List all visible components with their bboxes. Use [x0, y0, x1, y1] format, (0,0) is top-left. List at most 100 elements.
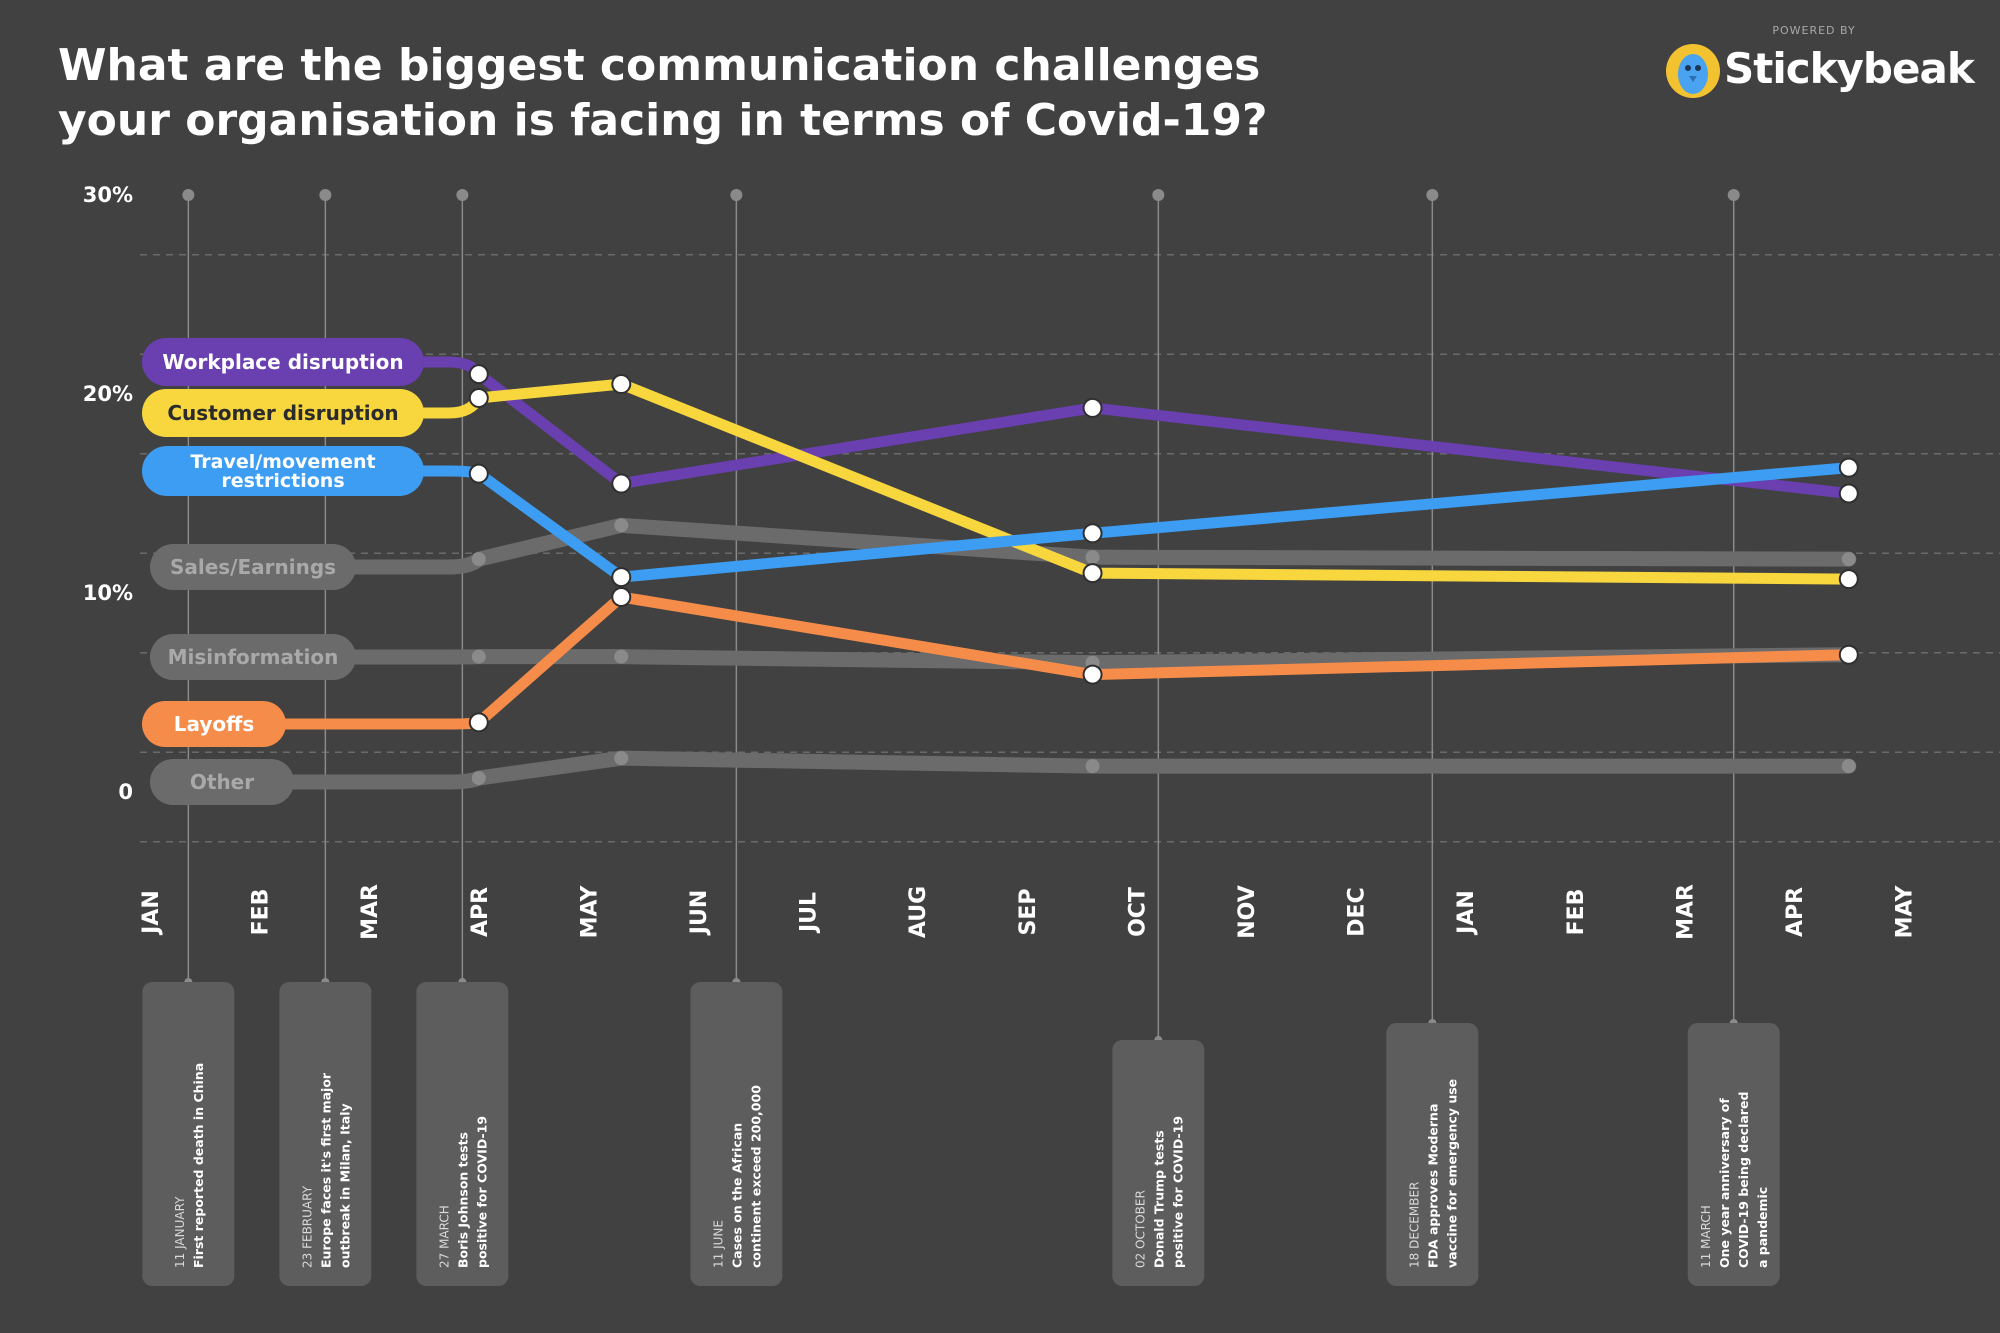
series-label-pill [150, 634, 356, 680]
series-misinformation: Misinformation [150, 634, 1857, 680]
event-box [1112, 1040, 1205, 1286]
series-label-pill [142, 446, 424, 496]
x-tick-label: MAR [1673, 884, 1698, 940]
x-tick-label: FEB [1564, 889, 1589, 936]
y-tick-label: 0 [118, 780, 133, 804]
series-label: Layoffs [174, 712, 255, 736]
event-callout: 11 JANUARY First reported death in China [142, 189, 235, 1286]
event-date: 27 MARCH [437, 1205, 451, 1268]
data-point [1841, 759, 1856, 774]
series-label-pill [142, 701, 286, 747]
event-date: 11 JUNE [711, 1220, 725, 1268]
data-point [614, 751, 629, 766]
x-tick-label: SEP [1016, 889, 1041, 936]
series-label: restrictions [221, 470, 344, 492]
event-text: outbreak in Milan, Italy [337, 1103, 352, 1268]
x-tick-label: APR [1783, 887, 1808, 937]
chart-title: What are the biggest communication chall… [58, 40, 1268, 146]
series-line [328, 647, 1857, 671]
data-point [471, 552, 486, 567]
series-line [398, 356, 1855, 499]
data-point [471, 649, 486, 664]
data-point [611, 473, 632, 494]
event-box [279, 982, 372, 1286]
series-label-pill [142, 389, 424, 437]
series-label: Customer disruption [167, 401, 398, 425]
x-tick-label: OCT [1125, 887, 1150, 937]
series-label: Travel/movement [190, 451, 375, 473]
data-point [614, 518, 629, 533]
brand-name: Stickybeak [1724, 44, 1975, 93]
event-box [1687, 1023, 1780, 1286]
series-layoffs: Layoffs [142, 586, 1859, 747]
series-other: Other [150, 750, 1857, 805]
event-dot [456, 189, 469, 201]
event-dot [319, 189, 332, 201]
x-tick-label: JUL [797, 892, 822, 934]
event-text: Boris Johnson tests [455, 1132, 470, 1268]
event-callout: 02 OCTOBER Donald Trump tests positive for… [1112, 189, 1205, 1286]
data-point [1838, 569, 1859, 590]
data-point [1838, 644, 1859, 665]
data-point [1841, 552, 1856, 567]
x-tick-label: APR [468, 887, 493, 937]
data-point [468, 712, 489, 733]
event-dot [182, 189, 195, 201]
x-tick-label: JAN [139, 890, 164, 936]
series-line [266, 750, 1857, 790]
event-date: 18 DECEMBER [1407, 1182, 1421, 1268]
data-point [614, 649, 629, 664]
data-point [1082, 523, 1103, 544]
event-text: vaccine for emergency use [1444, 1079, 1459, 1268]
event-text: One year anniversary of [1717, 1098, 1732, 1268]
powered-by-label: POWERED BY [1772, 24, 1856, 37]
event-text: Donald Trump tests [1151, 1130, 1166, 1268]
x-tick-label: MAR [358, 884, 383, 940]
event-text: First reported death in China [191, 1063, 206, 1268]
event-text: Europe faces it's first major [318, 1072, 333, 1268]
series-workplace-disruption: Workplace disruption [142, 338, 1859, 504]
y-tick-label: 20% [83, 382, 133, 406]
event-callout: 11 JUNE Cases on the African continent exc… [690, 189, 783, 1286]
event-box [690, 982, 783, 1286]
x-tick-label: NOV [1235, 885, 1260, 939]
event-text: a pandemic [1755, 1187, 1770, 1268]
series-label: Workplace disruption [162, 350, 403, 374]
brand-logo[interactable]: POWERED BY Stickybeak [1664, 22, 1975, 102]
data-point [1082, 563, 1103, 584]
event-box [1386, 1023, 1479, 1286]
data-point [1085, 759, 1100, 774]
data-point [468, 364, 489, 385]
data-point [1838, 457, 1859, 478]
event-dot [1727, 189, 1740, 201]
event-text: Cases on the African [729, 1123, 744, 1268]
event-text: FDA approves Moderna [1425, 1104, 1440, 1268]
data-point [1082, 664, 1103, 685]
x-tick-label: AUG [906, 886, 931, 938]
series-label-pill [150, 759, 294, 805]
event-callout: 11 MARCH One year anniversary of COVID-19 … [1687, 189, 1780, 1286]
event-date: 11 MARCH [1699, 1205, 1713, 1268]
series-label: Other [190, 770, 254, 794]
event-text: continent exceed 200,000 [748, 1085, 763, 1268]
event-callout: 23 FEBRUARY Europe faces it's first major… [279, 189, 372, 1286]
event-dot [1426, 189, 1439, 201]
stickybeak-bird-icon [1666, 44, 1720, 98]
event-date: 23 FEBRUARY [300, 1185, 314, 1268]
event-box [416, 982, 509, 1286]
event-text: positive for COVID-19 [1170, 1116, 1185, 1268]
event-text: COVID-19 being declared [1736, 1092, 1751, 1268]
event-date: 02 OCTOBER [1133, 1190, 1147, 1268]
x-tick-label: DEC [1345, 887, 1370, 936]
data-point [611, 374, 632, 395]
event-callout: 27 MARCH Boris Johnson tests positive for … [416, 189, 509, 1286]
data-point [468, 463, 489, 484]
y-tick-label: 30% [83, 183, 133, 207]
data-point [611, 586, 632, 607]
x-tick-label: FEB [249, 889, 274, 936]
series-label-pill [150, 544, 356, 590]
event-date: 11 JANUARY [173, 1196, 187, 1268]
